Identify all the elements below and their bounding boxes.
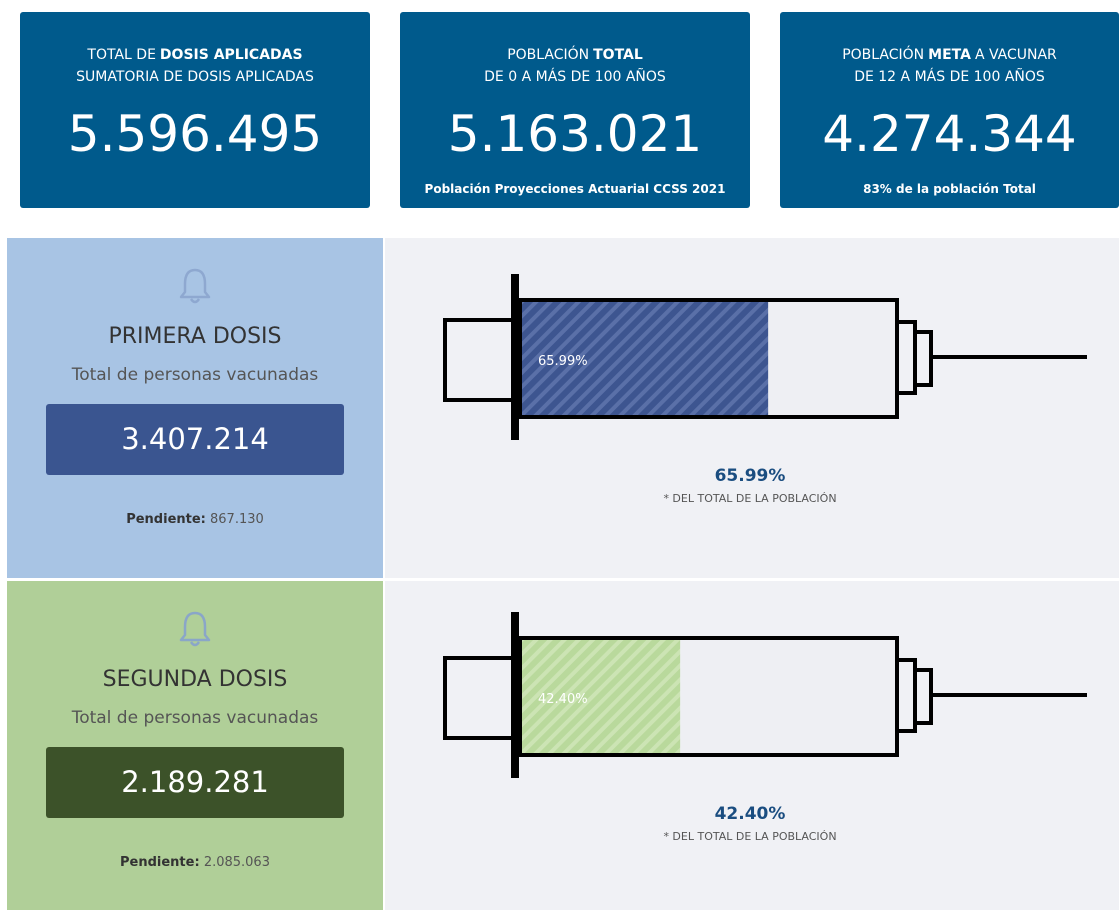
pending: Pendiente: 2.085.063	[7, 855, 383, 870]
heading-part: POBLACIÓN	[507, 47, 590, 63]
card-subheading: DE 12 A MÁS DE 100 AÑOS	[854, 69, 1045, 85]
percent-note: * DEL TOTAL DE LA POBLACIÓN	[663, 830, 836, 843]
nozzle-tip	[913, 668, 933, 725]
heading-part: TOTAL	[593, 47, 643, 63]
card-value: 4.274.344	[822, 105, 1077, 163]
stat-card: POBLACIÓN META A VACUNAR DE 12 A MÁS DE 100…	[780, 12, 1119, 208]
fill-label: 42.40%	[538, 692, 588, 707]
percent-label: 42.40%	[715, 804, 786, 824]
dose-row: SEGUNDA DOSIS Total de personas vacunadas…	[7, 581, 1119, 910]
card-footnote: Población Proyecciones Actuarial CCSS 20…	[424, 182, 726, 196]
percent-label: 65.99%	[715, 466, 786, 486]
card-subheading: SUMATORIA DE DOSIS APLICADAS	[76, 69, 314, 85]
heading-part: POBLACIÓN	[842, 47, 925, 63]
syringe-panel: 65.99% 65.99% * DEL TOTAL DE LA POBLACIÓN	[385, 238, 1119, 578]
dose-panel: SEGUNDA DOSIS Total de personas vacunadas…	[7, 581, 383, 910]
heading-part: TOTAL DE	[87, 47, 156, 63]
dose-title: SEGUNDA DOSIS	[102, 667, 288, 692]
stat-card: TOTAL DE DOSIS APLICADAS SUMATORIA DE DOSI…	[20, 12, 370, 208]
dose-panel: PRIMERA DOSIS Total de personas vacunadas…	[7, 238, 383, 578]
pending-value: 2.085.063	[203, 855, 270, 870]
percent-note: * DEL TOTAL DE LA POBLACIÓN	[663, 492, 836, 505]
card-heading: POBLACIÓN TOTAL	[400, 44, 750, 66]
card-value: 5.163.021	[447, 105, 703, 163]
dose-title: PRIMERA DOSIS	[108, 324, 282, 349]
fill-label: 65.99%	[538, 354, 588, 369]
pending-label: Pendiente:	[120, 855, 200, 870]
bell-shape	[179, 611, 211, 647]
syringe-panel: 42.40% 42.40% * DEL TOTAL DE LA POBLACIÓN	[385, 581, 1119, 910]
pending: Pendiente: 867.130	[7, 512, 383, 527]
bell-shape	[179, 268, 211, 304]
syringe-body: 65.99% 65.99% * DEL TOTAL DE LA POBLACIÓN	[443, 274, 1087, 505]
dose-count: 2.189.281	[46, 747, 344, 818]
dose-count: 3.407.214	[46, 404, 344, 475]
card-footnote: 83% de la población Total	[863, 182, 1036, 196]
card-subheading: DE 0 A MÁS DE 100 AÑOS	[484, 69, 666, 85]
syringe: 42.40% 42.40% * DEL TOTAL DE LA POBLACIÓN	[443, 612, 1087, 843]
nozzle	[895, 320, 917, 395]
bell-icon	[179, 268, 211, 304]
card-heading: POBLACIÓN META A VACUNAR	[780, 44, 1119, 66]
heading-part: DOSIS APLICADAS	[159, 47, 303, 63]
bell-icon	[179, 611, 211, 647]
plunger-rod	[443, 656, 517, 740]
dose-subtitle: Total de personas vacunadas	[71, 365, 319, 385]
syringe: 65.99% 65.99% * DEL TOTAL DE LA POBLACIÓN	[443, 274, 1087, 505]
nozzle	[895, 658, 917, 733]
heading-part: A VACUNAR	[974, 47, 1057, 63]
heading-part: META	[928, 47, 971, 63]
dose-subtitle: Total de personas vacunadas	[71, 708, 319, 728]
pending-value: 867.130	[210, 512, 264, 527]
fill-bar	[522, 302, 769, 415]
stat-card: POBLACIÓN TOTAL DE 0 A MÁS DE 100 AÑOS 5.16…	[400, 12, 750, 208]
dose-row: PRIMERA DOSIS Total de personas vacunadas…	[7, 238, 1119, 578]
pending-label: Pendiente:	[126, 512, 206, 527]
card-value: 5.596.495	[67, 105, 323, 163]
card-heading: TOTAL DE DOSIS APLICADAS	[20, 44, 370, 66]
syringe-body: 42.40% 42.40% * DEL TOTAL DE LA POBLACIÓN	[443, 612, 1087, 843]
fill-bar	[522, 640, 681, 753]
nozzle-tip	[913, 330, 933, 387]
plunger-rod	[443, 318, 517, 402]
